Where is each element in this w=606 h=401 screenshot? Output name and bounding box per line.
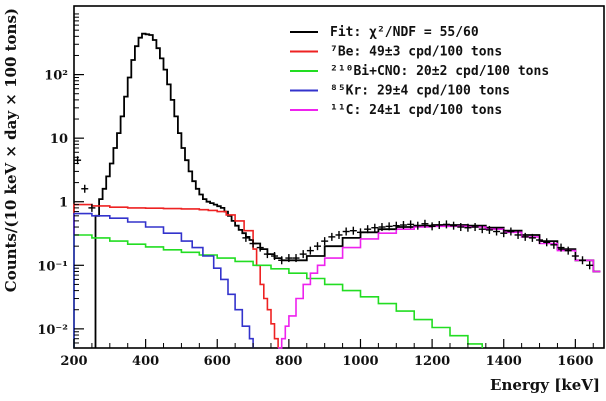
data-point: [271, 252, 279, 261]
data-point: [385, 222, 393, 231]
data-point: [586, 261, 594, 270]
y-axis-title: Counts/(10 keV × day × 100 tons): [2, 8, 20, 292]
x-tick-label: 400: [132, 354, 159, 369]
legend-label: Fit: χ²/NDF = 55/60: [330, 25, 479, 40]
legend-entry: ²¹⁰Bi+CNO: 20±2 cpd/100 tons: [290, 64, 549, 79]
y-tick-label: 10⁻²: [37, 323, 68, 338]
data-point: [414, 221, 422, 230]
data-point: [464, 223, 472, 232]
data-point: [299, 250, 307, 259]
series-line-0: [94, 32, 601, 348]
legend: Fit: χ²/NDF = 55/60 ⁷Be: 49±3 cpd/100 ton…: [290, 25, 549, 118]
data-point: [285, 254, 293, 263]
data-point: [564, 246, 572, 255]
legend-label: ¹¹C: 24±1 cpd/100 tons: [330, 103, 502, 118]
series-line-2: [73, 234, 483, 348]
data-point: [442, 220, 450, 229]
data-point: [514, 230, 522, 239]
data-point: [249, 239, 257, 248]
x-axis: 200 400 600 800 1000 1200 1400 1600: [60, 339, 594, 369]
x-tick-label: 1200: [414, 354, 450, 369]
legend-entry: ⁷Be: 49±3 cpd/100 tons: [290, 45, 502, 60]
x-axis-title: Energy [keV]: [490, 376, 600, 394]
data-point: [485, 225, 493, 234]
data-point: [450, 221, 458, 230]
legend-label: ⁸⁵Kr: 29±4 cpd/100 tons: [330, 84, 510, 99]
data-point: [256, 243, 264, 252]
data-point: [392, 221, 400, 230]
y-tick-label: 10²: [44, 69, 68, 84]
data-point: [314, 242, 322, 251]
data-point: [328, 232, 336, 241]
data-point: [278, 256, 286, 265]
series-layer: [73, 32, 601, 349]
data-point: [550, 240, 558, 249]
data-point: [242, 233, 250, 242]
data-point: [342, 227, 350, 236]
y-tick-label: 10: [50, 132, 68, 147]
data-points: [74, 156, 594, 270]
data-point: [399, 221, 407, 230]
data-point: [81, 184, 89, 193]
data-point: [306, 246, 314, 255]
plot-frame: [73, 5, 605, 349]
data-point: [378, 223, 386, 232]
y-axis: 10⁻² 10⁻¹ 1 10 10²: [37, 13, 84, 349]
data-point: [421, 219, 429, 228]
x-tick-label: 1000: [342, 354, 378, 369]
data-point: [493, 227, 501, 236]
data-point: [543, 238, 551, 247]
data-point: [263, 250, 271, 259]
data-point: [407, 220, 415, 229]
data-point: [364, 225, 372, 234]
data-point: [579, 256, 587, 265]
data-point: [571, 252, 579, 261]
y-tick-label: 10⁻¹: [37, 259, 68, 274]
data-point: [471, 223, 479, 232]
data-point: [428, 222, 436, 231]
data-point: [335, 230, 343, 239]
data-point: [536, 236, 544, 245]
data-point: [371, 223, 379, 232]
data-point: [557, 243, 565, 252]
legend-entry: ⁸⁵Kr: 29±4 cpd/100 tons: [290, 84, 510, 99]
data-point: [356, 228, 364, 237]
data-point: [521, 232, 529, 241]
legend-entry: Fit: χ²/NDF = 55/60: [290, 25, 479, 40]
x-tick-label: 200: [60, 354, 87, 369]
data-point: [507, 227, 515, 236]
data-point: [88, 203, 96, 212]
data-point: [478, 225, 486, 234]
x-tick-label: 1600: [557, 354, 593, 369]
data-point: [321, 237, 329, 246]
x-tick-label: 1400: [486, 354, 522, 369]
x-tick-label: 600: [204, 354, 231, 369]
data-point: [292, 254, 300, 263]
data-point: [528, 233, 536, 242]
legend-label: ⁷Be: 49±3 cpd/100 tons: [330, 45, 502, 60]
data-point: [500, 229, 508, 238]
x-tick-label: 800: [275, 354, 302, 369]
data-point: [435, 221, 443, 230]
y-tick-label: 1: [59, 196, 68, 211]
legend-label: ²¹⁰Bi+CNO: 20±2 cpd/100 tons: [330, 64, 549, 79]
series-line-3: [73, 212, 254, 348]
data-point: [457, 223, 465, 232]
series-line-1: [73, 203, 279, 348]
legend-entry: ¹¹C: 24±1 cpd/100 tons: [290, 103, 502, 118]
data-point: [349, 226, 357, 235]
